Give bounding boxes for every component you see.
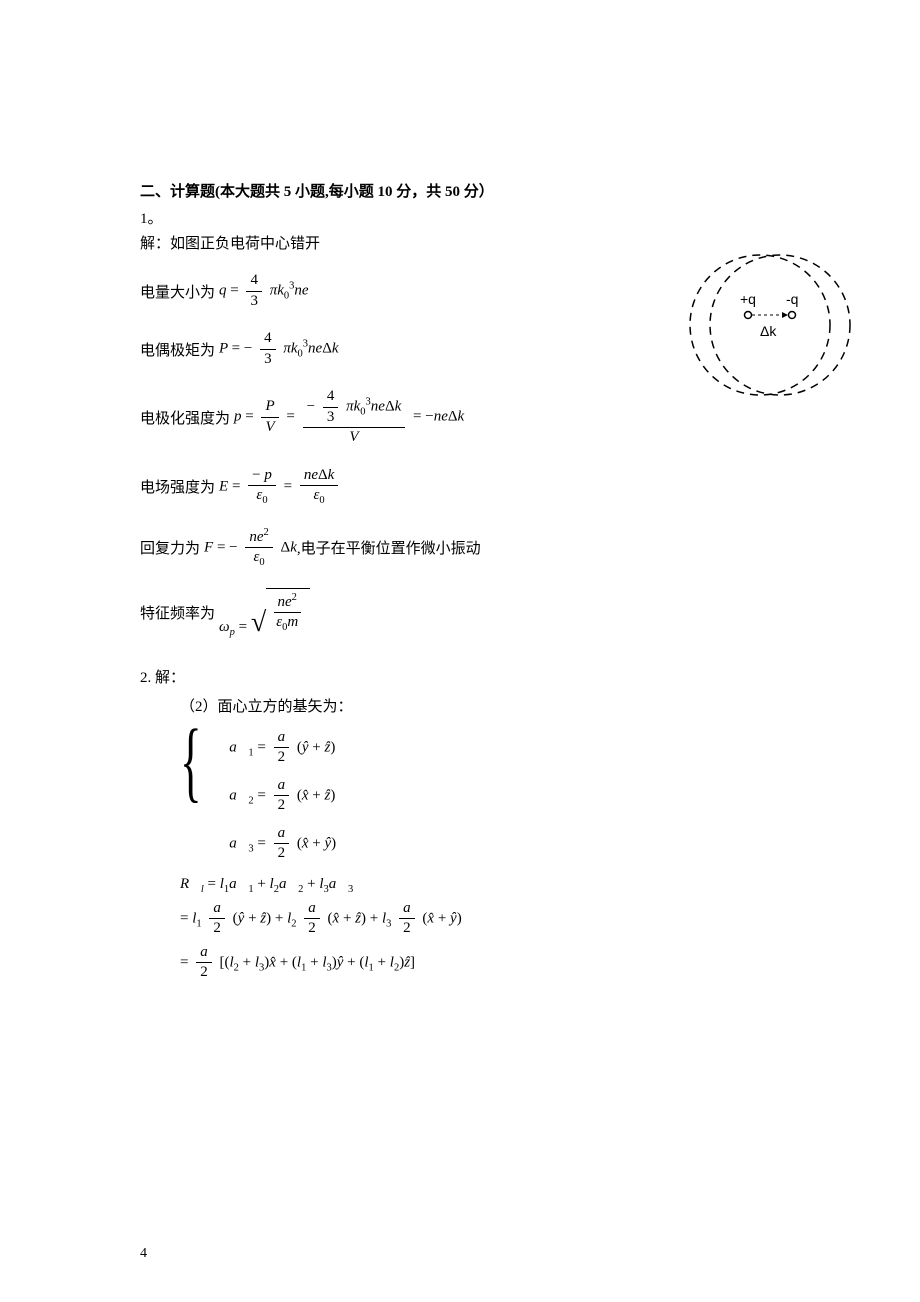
problem2-number: 2. 解： — [140, 666, 780, 687]
page-number: 4 — [140, 1246, 147, 1262]
intro-text: 解：如图正负电荷中心错开 — [140, 232, 320, 253]
F-label: 回复力为 — [140, 537, 200, 558]
basis-vectors: { a⃗1 = a2 (ŷ + ẑ) a⃗2 = a2 (x̂ + ẑ) a⃗3… — [180, 724, 780, 868]
R-vector-def: R⃗l = l1a⃗1 + l2a⃗2 + l3a⃗3 — [180, 876, 780, 895]
R-vector-expand: = l1 a2 (ŷ + ẑ) + l2 a2 (x̂ + ẑ) + l3 a2… — [180, 899, 780, 939]
section-title: 二、计算题(本大题共 5 小题,每小题 10 分，共 50 分） — [140, 180, 780, 201]
minus-q-label: -q — [786, 291, 798, 307]
plus-q-label: +q — [740, 291, 756, 307]
eq-force: 回复力为 F = − ne2ε0 Δk ,电子在平衡位置作微小振动 — [140, 526, 780, 570]
eq-frequency: 特征频率为 ωp = √ ne2ε0m — [140, 588, 780, 638]
R-vector-final: = a2 [(l2 + l3)x̂ + (l1 + l3)ŷ + (l1 + l… — [180, 943, 780, 983]
problem2-subtitle: （2）面心立方的基矢为： — [180, 695, 780, 716]
problem1-number: 1。 — [140, 207, 780, 228]
delta-k-label: Δk — [760, 323, 777, 339]
pol-label: 电极化强度为 — [140, 407, 230, 428]
omega-label: 特征频率为 — [140, 602, 215, 623]
charge-diagram: +q -q Δk — [670, 240, 870, 410]
E-label: 电场强度为 — [140, 476, 215, 497]
F-tail: ,电子在平衡位置作微小振动 — [297, 537, 481, 558]
eq-field: 电场强度为 E = − pε0 = neΔkε0 — [140, 466, 780, 508]
problem2: 2. 解： （2）面心立方的基矢为： { a⃗1 = a2 (ŷ + ẑ) a⃗… — [140, 666, 780, 983]
q-label: 电量大小为 — [140, 281, 215, 302]
P-label: 电偶极矩为 — [140, 339, 215, 360]
